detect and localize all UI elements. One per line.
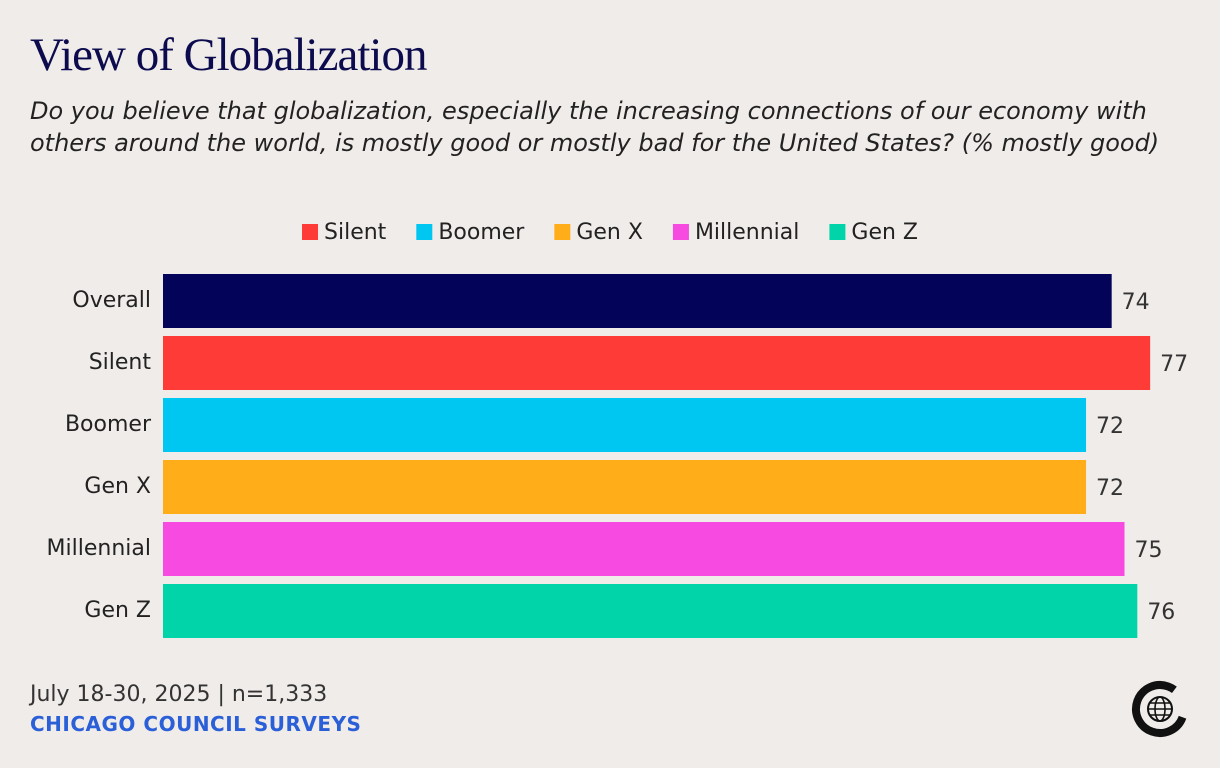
- legend-label: Gen Z: [851, 220, 918, 245]
- legend-label: Silent: [324, 220, 387, 245]
- chart-title: View of Globalization: [30, 29, 427, 81]
- bar: [163, 336, 1151, 390]
- category-label: Gen Z: [84, 598, 151, 623]
- legend-label: Boomer: [438, 220, 525, 245]
- footer-date: July 18-30, 2025 | n=1,333: [30, 682, 328, 707]
- chart-subtitle: Do you believe that globalization, espec…: [30, 97, 1160, 157]
- bar: [163, 460, 1087, 514]
- legend-label: Gen X: [576, 220, 643, 245]
- category-label: Gen X: [84, 474, 151, 499]
- legend-label: Millennial: [695, 220, 799, 245]
- footer-source: CHICAGO COUNCIL SURVEYS: [30, 712, 362, 736]
- value-label: 77: [1160, 352, 1188, 377]
- legend-swatch: [554, 224, 571, 240]
- bar: [163, 398, 1087, 452]
- value-label: 74: [1122, 290, 1150, 315]
- category-label: Boomer: [65, 412, 152, 437]
- value-label: 76: [1147, 600, 1175, 625]
- bar: [163, 274, 1112, 328]
- value-label: 72: [1096, 476, 1124, 501]
- legend-swatch: [416, 224, 433, 240]
- bar: [163, 522, 1125, 576]
- bar: [163, 584, 1138, 638]
- logo: [1132, 681, 1188, 737]
- category-label: Millennial: [47, 536, 151, 561]
- value-label: 75: [1135, 538, 1163, 563]
- value-label: 72: [1096, 414, 1124, 439]
- legend-swatch: [829, 224, 846, 240]
- legend-swatch: [302, 224, 319, 240]
- category-label: Overall: [72, 288, 151, 313]
- legend-swatch: [672, 224, 689, 240]
- category-label: Silent: [89, 350, 152, 375]
